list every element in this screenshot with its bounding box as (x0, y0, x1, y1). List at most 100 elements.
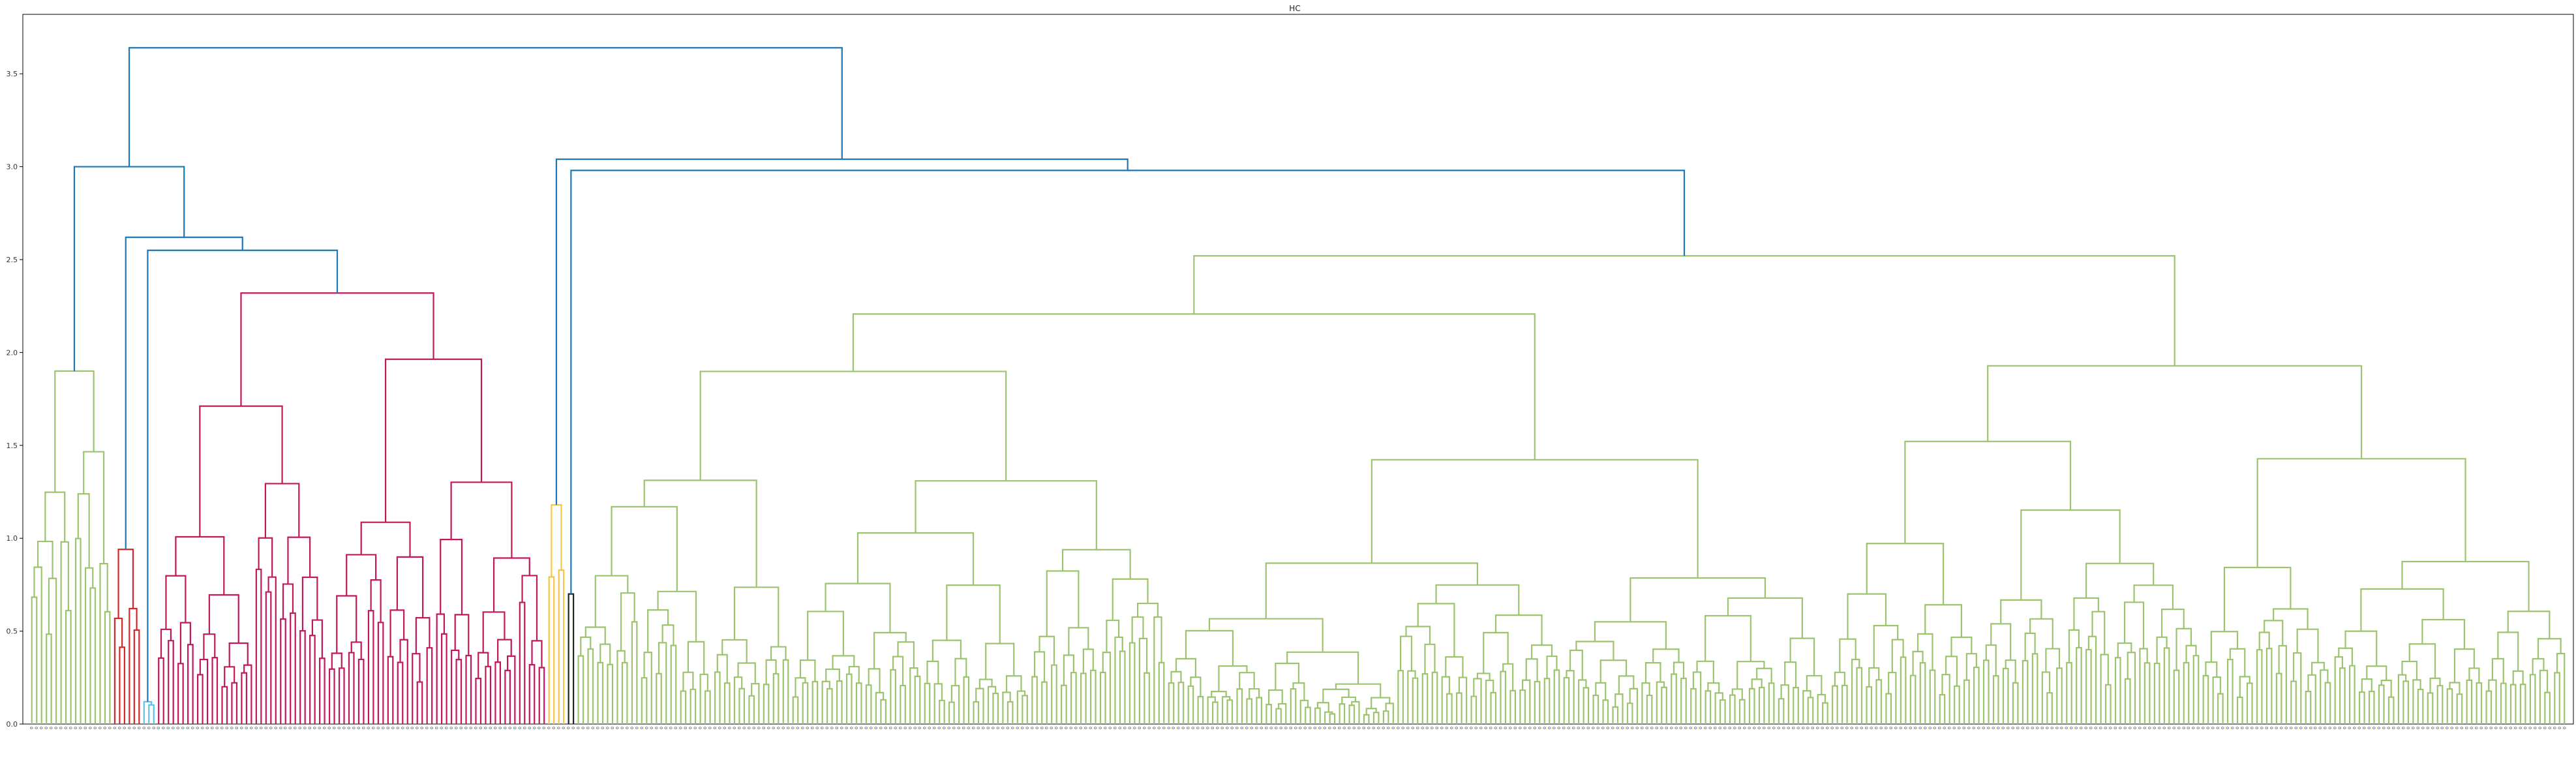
leaf-label: 0 (2128, 727, 2132, 729)
dendrogram-link (2133, 584, 2174, 610)
dendrogram-link (1063, 654, 1074, 686)
dendrogram-link (54, 370, 95, 492)
leaf-label: 0 (1821, 727, 1825, 729)
dendrogram-link (2002, 667, 2009, 724)
dendrogram-link (1031, 676, 1038, 724)
leaf-label: 0 (1836, 727, 1840, 729)
dendrogram-link (1483, 631, 1509, 674)
dendrogram-link (350, 641, 362, 659)
leaf-label: 0 (2333, 727, 2338, 729)
leaf-label: 0 (1655, 727, 1659, 729)
dendrogram-link (599, 643, 611, 665)
leaf-label: 0 (532, 727, 537, 729)
dendrogram-link (737, 662, 756, 684)
dendrogram-link (721, 639, 748, 663)
leaf-label: 0 (1909, 727, 1913, 729)
dendrogram-link (2485, 690, 2493, 724)
dendrogram-link (119, 646, 125, 724)
leaf-label: 0 (1958, 727, 1962, 729)
dendrogram-link (1068, 627, 1089, 656)
dendrogram-link (558, 569, 565, 724)
leaf-label: 0 (2455, 727, 2460, 729)
dendrogram-link (377, 622, 384, 724)
leaf-label: 0 (1826, 727, 1830, 729)
dendrogram-link (1089, 669, 1097, 724)
dendrogram-link (416, 681, 423, 724)
leaf-label: 0 (1045, 727, 1050, 729)
leaf-label: 0 (1733, 727, 1738, 729)
leaf-label: 0 (1065, 727, 1069, 729)
dendrogram-link (2408, 643, 2436, 678)
dendrogram-link (687, 641, 705, 674)
leaf-label: 0 (2055, 727, 2059, 729)
leaf-label: 0 (1494, 727, 1498, 729)
leaf-label: 0 (2304, 727, 2309, 729)
dendrogram-link (963, 676, 970, 724)
dendrogram-link (723, 682, 731, 724)
dendrogram-link (1900, 656, 1907, 724)
leaf-label: 0 (1216, 727, 1220, 729)
leaf-label: 0 (1606, 727, 1611, 729)
dendrogram-link (48, 577, 57, 724)
dendrogram-link (2114, 657, 2121, 724)
dendrogram-link (1208, 618, 1324, 652)
leaf-label: 0 (2348, 727, 2352, 729)
dendrogram-link (148, 704, 155, 724)
dendrogram-link (2144, 662, 2151, 724)
leaf-label: 0 (898, 727, 903, 729)
leaf-label: 0 (2411, 727, 2416, 729)
leaf-label: 0 (2182, 727, 2187, 729)
leaf-label: 0 (888, 727, 893, 729)
dendrogram-link (1421, 673, 1429, 724)
dendrogram-link (73, 166, 185, 371)
dendrogram-link (2163, 647, 2170, 724)
leaf-label: 0 (1840, 727, 1845, 729)
leaf-label: 0 (1294, 727, 1298, 729)
leaf-label: 0 (654, 727, 659, 729)
dendrogram-link (494, 661, 501, 724)
leaf-label: 0 (991, 727, 995, 729)
leaf-label: 0 (811, 727, 815, 729)
dendrogram-link (2117, 642, 2132, 658)
dendrogram-link (641, 677, 648, 724)
leaf-label: 0 (2187, 727, 2191, 729)
leaf-label: 0 (1714, 727, 1718, 729)
leaf-label: 0 (455, 727, 459, 729)
leaf-label: 0 (1518, 727, 1523, 729)
leaf-label: 0 (591, 727, 596, 729)
dendrogram-link (397, 661, 404, 724)
leaf-label: 0 (859, 727, 864, 729)
leaf-label: 0 (176, 727, 181, 729)
dendrogram-link (2256, 649, 2263, 724)
leaf-label: 0 (581, 727, 586, 729)
leaf-label: 0 (2031, 727, 2035, 729)
dendrogram-link (1822, 702, 1828, 724)
leaf-label: 0 (196, 727, 200, 729)
dendrogram-link (1275, 662, 1300, 691)
dendrogram-link (1525, 658, 1538, 682)
dendrogram-link (2358, 691, 2365, 724)
dendrogram-link (60, 541, 69, 724)
leaf-label: 0 (1010, 727, 1015, 729)
leaf-label: 0 (361, 727, 366, 729)
dendrogram-link (852, 313, 1536, 460)
dendrogram-link (670, 644, 677, 724)
dendrogram-link (1629, 577, 1766, 622)
dendrogram-link (855, 682, 862, 724)
dendrogram-link (2339, 667, 2346, 724)
dendrogram-link (2539, 669, 2549, 724)
dendrogram-link (577, 655, 584, 724)
dendrogram-links (31, 47, 2566, 724)
dendrogram-link (2045, 648, 2061, 673)
dendrogram-link (1177, 682, 1185, 724)
leaf-label: 0 (1577, 727, 1581, 729)
dendrogram-link (199, 405, 283, 537)
dendrogram-link (1417, 603, 1455, 658)
leaf-label: 0 (1884, 727, 1888, 729)
dendrogram-link (1578, 679, 1587, 724)
dendrogram-link (399, 639, 408, 724)
leaf-label: 0 (630, 727, 635, 729)
leaf-label: 0 (1723, 727, 1728, 729)
leaf-label: 0 (357, 727, 361, 729)
leaf-label: 0 (1391, 727, 1396, 729)
